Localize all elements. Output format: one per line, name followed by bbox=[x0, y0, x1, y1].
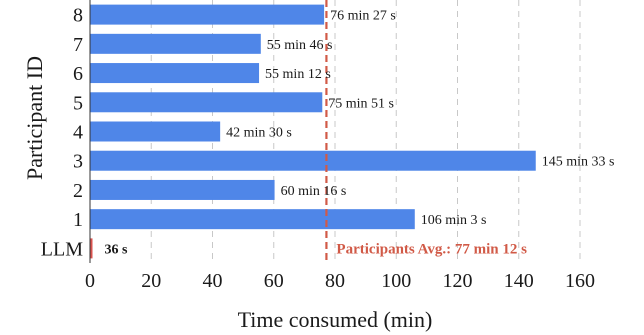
y-tick-4: 4 bbox=[73, 122, 83, 144]
x-axis-title: Time consumed (min) bbox=[238, 307, 433, 332]
y-tick-5: 5 bbox=[73, 92, 83, 114]
bar-value-labels: 36 s 106 min 3 s 60 min 16 s 145 min 33 s 42… bbox=[105, 9, 615, 258]
y-tick-7: 7 bbox=[73, 34, 83, 56]
y-tick-3: 3 bbox=[73, 151, 83, 173]
x-tick-60: 60 bbox=[264, 270, 284, 292]
bar-participant-5 bbox=[90, 92, 323, 113]
value-label-participant-5: 75 min 51 s bbox=[328, 96, 394, 111]
value-label-llm: 36 s bbox=[105, 242, 129, 257]
value-label-participant-1: 106 min 3 s bbox=[421, 213, 487, 228]
y-tick-2: 2 bbox=[73, 180, 83, 202]
average-reference: Participants Avg.: 77 min 12 s bbox=[325, 0, 527, 263]
value-label-participant-4: 42 min 30 s bbox=[226, 126, 292, 141]
x-tick-80: 80 bbox=[325, 270, 345, 292]
y-axis-title: Participant ID bbox=[22, 56, 47, 180]
y-tick-1: 1 bbox=[73, 209, 83, 231]
y-tick-6: 6 bbox=[73, 63, 83, 85]
y-tick-llm: LLM bbox=[41, 238, 83, 260]
bar-participant-4 bbox=[90, 121, 221, 142]
x-tick-140: 140 bbox=[504, 270, 534, 292]
bar-participant-7 bbox=[90, 33, 261, 54]
bar-participant-1 bbox=[90, 209, 415, 230]
x-tick-40: 40 bbox=[203, 270, 223, 292]
bar-participant-6 bbox=[90, 63, 260, 84]
bars bbox=[90, 4, 536, 259]
x-tick-100: 100 bbox=[381, 270, 411, 292]
value-label-participant-8: 76 min 27 s bbox=[330, 9, 396, 24]
value-label-participant-7: 55 min 46 s bbox=[267, 38, 333, 53]
bar-participant-8 bbox=[90, 4, 325, 25]
bar-llm bbox=[90, 238, 93, 259]
y-tick-labels: LLM 1 2 3 4 5 6 7 8 bbox=[41, 5, 83, 261]
y-tick-8: 8 bbox=[73, 5, 83, 27]
x-tick-0: 0 bbox=[85, 270, 95, 292]
bar-participant-2 bbox=[90, 179, 275, 200]
value-label-participant-6: 55 min 12 s bbox=[265, 67, 331, 82]
x-tick-20: 20 bbox=[141, 270, 161, 292]
bar-participant-3 bbox=[90, 150, 536, 171]
x-tick-160: 160 bbox=[565, 270, 595, 292]
average-label: Participants Avg.: 77 min 12 s bbox=[336, 241, 527, 257]
value-label-participant-2: 60 min 16 s bbox=[281, 184, 347, 199]
x-tick-labels: 0 20 40 60 80 100 120 140 160 bbox=[85, 270, 595, 292]
value-label-participant-3: 145 min 33 s bbox=[542, 155, 615, 170]
x-tick-120: 120 bbox=[443, 270, 473, 292]
